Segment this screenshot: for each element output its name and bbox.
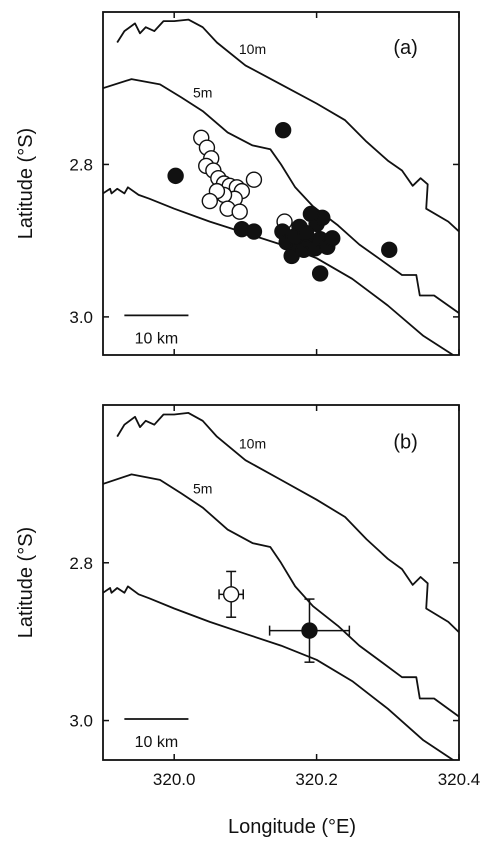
filled-circle-point (245, 223, 263, 240)
y-axis-label: Latitude (°S) (15, 527, 37, 638)
filled-circle-point (274, 121, 292, 139)
open-circle-point (231, 203, 248, 220)
scale-bar-label: 10 km (135, 734, 179, 751)
scale-bar-label: 10 km (135, 330, 179, 347)
contour-label-10m: 10m (239, 435, 266, 451)
x-axis-label: Longitude (°E) (228, 816, 356, 838)
open-circle-point (201, 192, 219, 210)
contour-5m-line (103, 78, 459, 314)
y-tick-label: 3.0 (69, 712, 93, 731)
filled-circle-point (167, 167, 184, 185)
x-tick-label: 320.2 (295, 770, 338, 789)
contour-10m-line (116, 412, 459, 633)
contour-label-5m: 5m (193, 480, 212, 496)
y-axis-label: Latitude (°S) (15, 128, 37, 239)
filled-circle-point (301, 622, 318, 639)
open-circle-point (245, 171, 263, 188)
plot-frame (102, 11, 460, 356)
contour-group (103, 412, 459, 760)
filled-circle-point (324, 230, 341, 247)
panel-label: (a) (393, 37, 417, 59)
x-tick-label: 320.0 (153, 770, 196, 789)
coastline (103, 585, 455, 760)
y-tick-label: 2.8 (69, 155, 93, 174)
y-tick-label: 3.0 (69, 308, 93, 327)
coastline (103, 186, 455, 355)
filled-circle-point (297, 224, 315, 242)
filled-circle-point (311, 265, 329, 282)
contour-10m-line (116, 18, 459, 233)
x-tick-label: 320.4 (438, 770, 481, 789)
filled-circle-point (302, 205, 320, 223)
contour-5m-line (103, 473, 459, 718)
y-tick-label: 2.8 (69, 554, 93, 573)
contour-label-10m: 10m (239, 41, 266, 57)
contour-label-5m: 5m (193, 84, 212, 100)
panel-b: 10m 5m (b) 2.8 3.0 320.0 320.2 320.4 Latitude (°… (15, 404, 481, 789)
open-circle-point (222, 586, 240, 603)
panel-a: 10m 5m (a) 2.8 3.0 Latitude (°S) 10 km (15, 11, 460, 356)
contour-group (103, 18, 459, 355)
filled-circle-point (381, 241, 398, 259)
panel-label: (b) (393, 431, 417, 453)
plot-frame (102, 404, 460, 761)
